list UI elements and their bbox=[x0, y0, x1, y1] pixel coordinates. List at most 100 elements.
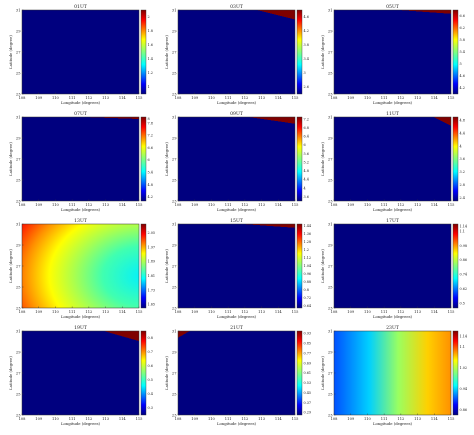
x-axis-label: Longitude (degrees) bbox=[217, 314, 257, 319]
colorbar-tick-label: 3.8 bbox=[304, 43, 309, 47]
y-axis-label: Latitude (degree) bbox=[8, 356, 13, 390]
colorbar bbox=[452, 330, 459, 416]
x-tick-label: 108 bbox=[19, 203, 27, 207]
colorbar bbox=[452, 223, 459, 309]
colorbar-tick-label: 1.4 bbox=[148, 57, 153, 61]
y-tick-label: 27 bbox=[172, 371, 177, 375]
colorbar-tick-label: 2.4 bbox=[460, 196, 465, 200]
panel-23ut: 23UT 108 109 110 111 112 113 114 115 23 25 27 29 31 Lo… bbox=[320, 325, 467, 426]
colorbar-tick-label: 0.62 bbox=[460, 287, 468, 291]
x-tick-label: 115 bbox=[136, 96, 144, 100]
colorbar-tick-label: 0.77 bbox=[304, 351, 312, 355]
heatmap-field bbox=[333, 330, 452, 416]
y-tick-label: 25 bbox=[172, 178, 177, 182]
colorbar-tick-label: 1.6 bbox=[148, 43, 153, 47]
panel-19ut: 19UT 108 109 110 111 112 113 114 115 23 25 27 29 31 Lo… bbox=[8, 325, 153, 426]
y-tick-label: 29 bbox=[328, 29, 333, 33]
heatmap-field bbox=[21, 116, 140, 202]
x-tick-label: 109 bbox=[35, 96, 43, 100]
x-tick-label: 115 bbox=[448, 417, 456, 421]
y-tick-label: 23 bbox=[172, 306, 177, 310]
y-tick-label: 29 bbox=[16, 136, 21, 140]
colorbar-tick-label: 0.69 bbox=[304, 361, 312, 365]
colorbar-tick-label: 0.7 bbox=[148, 350, 153, 354]
heatmap-field bbox=[333, 223, 452, 309]
y-tick-label: 31 bbox=[172, 222, 177, 226]
y-tick-label: 29 bbox=[16, 243, 21, 247]
colorbar-tick-label: 1.36 bbox=[304, 232, 312, 236]
colorbar-tick-label: 1.97 bbox=[148, 245, 156, 249]
y-tick-label: 31 bbox=[172, 8, 177, 12]
x-tick-label: 114 bbox=[275, 203, 283, 207]
x-tick-label: 115 bbox=[136, 203, 144, 207]
y-tick-label: 29 bbox=[172, 350, 177, 354]
x-tick-label: 108 bbox=[19, 310, 27, 314]
x-tick-label: 110 bbox=[52, 203, 60, 207]
x-tick-label: 115 bbox=[136, 417, 144, 421]
colorbar-tick-label: 4.4 bbox=[460, 131, 465, 135]
y-tick-label: 29 bbox=[172, 136, 177, 140]
colorbar bbox=[140, 223, 147, 309]
colorbar-tick-label: 1.1 bbox=[460, 229, 465, 233]
y-axis-label: Latitude (degree) bbox=[320, 35, 325, 69]
x-axis-label: Longitude (degrees) bbox=[217, 207, 257, 212]
y-tick-label: 27 bbox=[16, 157, 21, 161]
colorbar-tick-label: 1.65 bbox=[148, 303, 156, 307]
y-tick-label: 27 bbox=[328, 50, 333, 54]
x-tick-label: 114 bbox=[119, 96, 127, 100]
y-tick-label: 29 bbox=[328, 136, 333, 140]
x-tick-label: 112 bbox=[85, 203, 92, 207]
x-tick-label: 113 bbox=[102, 417, 110, 421]
colorbar-tick-label: 0.94 bbox=[460, 387, 468, 391]
colorbar-tick-label: 6.6 bbox=[148, 146, 153, 150]
panel-07ut: 07UT 108 109 110 111 112 113 114 115 23 25 27 29 31 Lo… bbox=[8, 111, 153, 212]
x-tick-label: 109 bbox=[191, 417, 199, 421]
colorbar-tick-label: 6.4 bbox=[304, 135, 309, 139]
colorbar-tick-label: 4.8 bbox=[460, 118, 465, 122]
colorbar-tick-label: 4.8 bbox=[304, 169, 309, 173]
colorbar bbox=[296, 223, 303, 309]
x-tick-label: 113 bbox=[414, 203, 422, 207]
x-tick-label: 109 bbox=[35, 203, 43, 207]
colorbar-tick-label: 0.8 bbox=[148, 336, 153, 340]
colorbar-tick-label: 0.29 bbox=[304, 411, 312, 415]
x-tick-label: 112 bbox=[397, 203, 404, 207]
colorbar-tick-label: 0.53 bbox=[304, 381, 312, 385]
colorbar bbox=[452, 116, 459, 202]
colorbar-tick-label: 1.73 bbox=[148, 288, 156, 292]
y-tick-label: 27 bbox=[16, 50, 21, 54]
x-tick-label: 112 bbox=[241, 96, 248, 100]
colorbar-tick-label: 0.3 bbox=[148, 406, 153, 410]
y-tick-label: 27 bbox=[172, 157, 177, 161]
x-tick-label: 115 bbox=[448, 203, 456, 207]
colorbar-tick-label: 4.2 bbox=[148, 195, 153, 199]
x-tick-label: 113 bbox=[258, 96, 266, 100]
colorbar-tick-label: 0.93 bbox=[304, 332, 312, 336]
y-axis-label: Latitude (degree) bbox=[164, 142, 169, 176]
colorbar-tick-label: 2.8 bbox=[460, 183, 465, 187]
x-tick-label: 111 bbox=[225, 96, 232, 100]
x-tick-label: 115 bbox=[292, 310, 300, 314]
colorbar-tick-label: 3.4 bbox=[304, 57, 309, 61]
x-tick-label: 114 bbox=[119, 203, 127, 207]
x-tick-label: 114 bbox=[119, 310, 127, 314]
y-tick-label: 23 bbox=[328, 413, 333, 417]
y-tick-label: 25 bbox=[16, 178, 21, 182]
y-tick-label: 25 bbox=[172, 285, 177, 289]
x-tick-label: 111 bbox=[225, 203, 232, 207]
x-tick-label: 109 bbox=[347, 310, 355, 314]
x-tick-label: 110 bbox=[208, 310, 216, 314]
y-tick-label: 23 bbox=[16, 199, 21, 203]
colorbar bbox=[140, 330, 147, 416]
colorbar-tick-label: 5.2 bbox=[304, 160, 309, 164]
colorbar-tick-label: 1.2 bbox=[148, 71, 153, 75]
colorbar-tick-label: 1.14 bbox=[460, 225, 468, 229]
x-tick-label: 112 bbox=[241, 203, 248, 207]
panel-title: 19UT bbox=[74, 325, 88, 331]
x-tick-label: 108 bbox=[175, 203, 183, 207]
colorbar-tick-label: 6 bbox=[304, 143, 306, 147]
colorbar bbox=[452, 9, 459, 95]
colorbar-tick-label: 7.8 bbox=[148, 121, 153, 125]
y-tick-label: 27 bbox=[172, 264, 177, 268]
x-tick-label: 109 bbox=[191, 203, 199, 207]
